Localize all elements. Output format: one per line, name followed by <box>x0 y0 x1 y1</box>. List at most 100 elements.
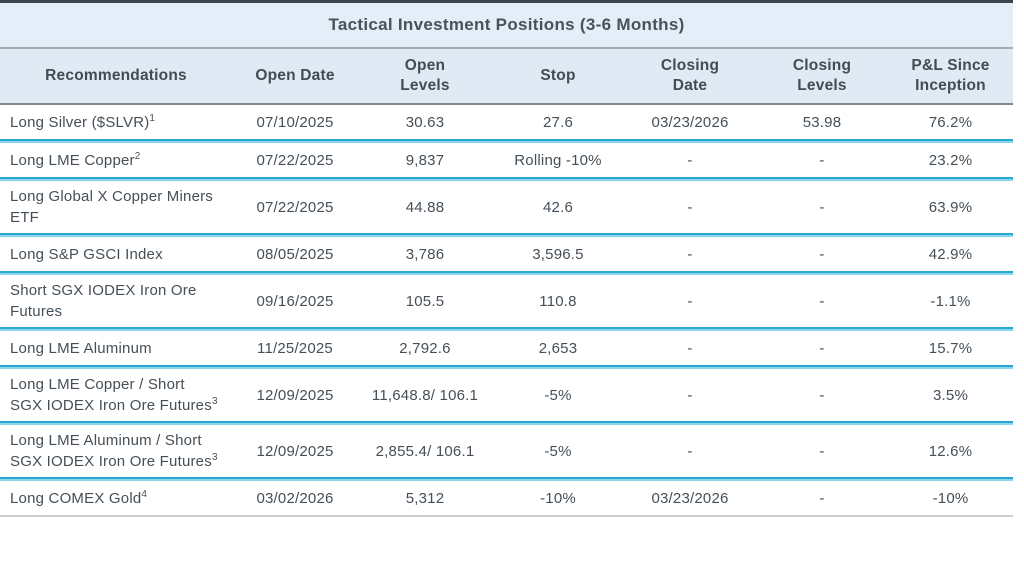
cell-open-levels: 105.5 <box>405 292 445 310</box>
table-title: Tactical Investment Positions (3-6 Month… <box>328 15 685 34</box>
cell-recommendation: Long LME Copper2 <box>0 145 232 176</box>
cell-recommendation: Short SGX IODEX Iron Ore Futures <box>0 275 232 327</box>
recommendation-text: Long Silver ($SLVR) <box>10 113 150 131</box>
cell-closing-date: - <box>687 151 693 169</box>
table-row: Long S&P GSCI Index 08/05/2025 3,786 3,5… <box>0 237 1013 271</box>
positions-table: Tactical Investment Positions (3-6 Month… <box>0 0 1013 517</box>
row-separator <box>0 477 1013 481</box>
cell-pnl: 3.5% <box>933 386 968 404</box>
recommendation-text: Long LME Copper / Short SGX IODEX Iron O… <box>10 376 212 414</box>
cell-open-levels: 9,837 <box>405 151 445 169</box>
table-row: Long Silver ($SLVR)1 07/10/2025 30.63 27… <box>0 105 1013 139</box>
cell-open-date: 12/09/2025 <box>256 442 334 460</box>
row-separator <box>0 177 1013 181</box>
cell-closing-date: - <box>687 339 693 357</box>
cell-pnl: 23.2% <box>928 151 973 169</box>
column-header-recommendations: Recommendations <box>0 60 232 92</box>
cell-open-levels: 30.63 <box>405 113 445 131</box>
cell-closing-date: - <box>687 198 693 216</box>
column-header-label: Closing Date <box>660 57 720 94</box>
cell-pnl: 15.7% <box>928 339 973 357</box>
cell-open-date: 07/22/2025 <box>256 151 334 169</box>
table-row: Long COMEX Gold4 03/02/2026 5,312 -10% 0… <box>0 481 1013 515</box>
column-header-closing-levels: Closing Levels <box>756 50 888 102</box>
cell-stop: -5% <box>544 386 572 404</box>
cell-open-levels: 2,792.6 <box>399 339 451 357</box>
cell-closing-levels: - <box>819 245 825 263</box>
table-header-row: Recommendations Open Date Open Levels St… <box>0 49 1013 105</box>
cell-open-date: 12/09/2025 <box>256 386 334 404</box>
cell-recommendation: Long LME Aluminum / Short SGX IODEX Iron… <box>0 425 232 477</box>
cell-closing-levels: - <box>819 339 825 357</box>
footnote-marker: 1 <box>149 112 156 124</box>
cell-open-date: 08/05/2025 <box>256 245 334 263</box>
table-row: Long LME Copper / Short SGX IODEX Iron O… <box>0 369 1013 421</box>
column-header-label: Open Levels <box>400 57 450 94</box>
cell-pnl: 42.9% <box>928 245 973 263</box>
row-separator <box>0 421 1013 425</box>
cell-recommendation: Long LME Aluminum <box>0 333 232 364</box>
cell-stop: 3,596.5 <box>532 245 584 263</box>
cell-stop: -10% <box>540 489 576 507</box>
table-title-band: Tactical Investment Positions (3-6 Month… <box>0 3 1013 49</box>
cell-closing-date: - <box>687 442 693 460</box>
cell-closing-levels: 53.98 <box>802 113 842 131</box>
row-separator <box>0 327 1013 331</box>
cell-pnl: -10% <box>932 489 969 507</box>
cell-closing-levels: - <box>819 292 825 310</box>
footnote-marker: 3 <box>211 396 218 407</box>
table-row: Long LME Copper2 07/22/2025 9,837 Rollin… <box>0 143 1013 177</box>
table-row: Short SGX IODEX Iron Ore Futures 09/16/2… <box>0 275 1013 327</box>
table-row: Long Global X Copper Miners ETF 07/22/20… <box>0 181 1013 233</box>
cell-pnl: 12.6% <box>928 442 973 460</box>
cell-stop: -5% <box>544 442 572 460</box>
column-header-open-date: Open Date <box>232 60 358 92</box>
cell-recommendation: Long S&P GSCI Index <box>0 239 232 270</box>
cell-open-levels: 11,648.8/ 106.1 <box>371 386 479 404</box>
cell-stop: 42.6 <box>543 198 573 216</box>
cell-pnl: 76.2% <box>928 113 973 131</box>
cell-open-levels: 44.88 <box>405 198 445 216</box>
table-bottom-border <box>0 515 1013 517</box>
row-separator <box>0 139 1013 143</box>
recommendation-text: Long LME Copper <box>10 151 135 169</box>
cell-recommendation: Long Silver ($SLVR)1 <box>0 107 232 138</box>
cell-pnl: 63.9% <box>928 198 973 216</box>
row-separator <box>0 271 1013 275</box>
cell-closing-levels: - <box>819 489 825 507</box>
top-border <box>0 0 1013 3</box>
recommendation-text: Long Global X Copper Miners ETF <box>10 188 214 226</box>
cell-open-date: 03/02/2026 <box>256 489 334 507</box>
row-separator <box>0 233 1013 237</box>
recommendation-text: Long LME Aluminum / Short SGX IODEX Iron… <box>10 432 212 470</box>
cell-recommendation: Long COMEX Gold4 <box>0 483 232 514</box>
recommendation-text: Long LME Aluminum <box>10 339 152 357</box>
column-header-open-levels: Open Levels <box>358 50 492 102</box>
cell-open-date: 07/10/2025 <box>256 113 334 131</box>
cell-open-levels: 5,312 <box>405 489 445 507</box>
column-header-stop: Stop <box>492 60 624 92</box>
cell-stop: 110.8 <box>539 292 577 310</box>
column-header-pnl: P&L Since Inception <box>888 50 1013 102</box>
footnote-marker: 4 <box>141 488 148 500</box>
table-row: Long LME Aluminum / Short SGX IODEX Iron… <box>0 425 1013 477</box>
recommendation-text: Long COMEX Gold <box>10 489 142 507</box>
cell-open-date: 09/16/2025 <box>256 292 334 310</box>
cell-pnl: -1.1% <box>930 292 971 310</box>
recommendation-text: Short SGX IODEX Iron Ore Futures <box>10 282 197 320</box>
cell-open-levels: 2,855.4/ 106.1 <box>375 442 475 460</box>
cell-closing-date: - <box>687 386 693 404</box>
recommendation-text: Long S&P GSCI Index <box>10 245 163 263</box>
cell-recommendation: Long Global X Copper Miners ETF <box>0 181 232 233</box>
cell-open-date: 07/22/2025 <box>256 198 334 216</box>
cell-open-date: 11/25/2025 <box>257 339 333 357</box>
column-header-label: Recommendations <box>45 67 187 84</box>
cell-closing-date: - <box>687 245 693 263</box>
cell-closing-date: 03/23/2026 <box>651 489 729 507</box>
cell-closing-date: - <box>687 292 693 310</box>
cell-open-levels: 3,786 <box>405 245 445 263</box>
column-header-label: Stop <box>540 67 576 84</box>
cell-stop: 27.6 <box>543 113 573 131</box>
column-header-label: Open Date <box>255 67 335 84</box>
cell-recommendation: Long LME Copper / Short SGX IODEX Iron O… <box>0 369 232 421</box>
